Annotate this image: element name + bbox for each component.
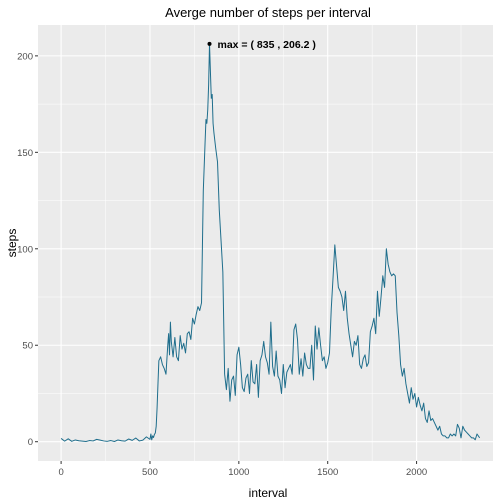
- major-gridlines: [38, 25, 493, 461]
- x-axis: 0 500 1000 1500 2000: [58, 461, 427, 478]
- y-tick-label: 50: [22, 341, 33, 352]
- y-tick-label: 0: [28, 437, 33, 448]
- minor-gridlines: [38, 25, 493, 461]
- max-annotation-label: max = ( 835 , 206.2 ): [218, 39, 316, 51]
- y-axis-label: steps: [5, 229, 19, 258]
- x-tick-label: 2000: [406, 467, 427, 478]
- x-tick-label: 0: [58, 467, 63, 478]
- max-point: [207, 41, 212, 46]
- plot-panel: [38, 25, 493, 461]
- x-axis-label: interval: [249, 486, 288, 500]
- y-tick-label: 200: [17, 51, 33, 62]
- x-tick-label: 1000: [228, 467, 249, 478]
- chart-title: Averge number of steps per interval: [165, 5, 371, 20]
- annotation-layer: max = ( 835 , 206.2 ): [207, 39, 316, 51]
- series-layer: [60, 43, 481, 443]
- y-tick-label: 100: [17, 244, 33, 255]
- series-line: [60, 43, 481, 443]
- x-tick-label: 1500: [317, 467, 338, 478]
- y-axis: 0 50 100 150 200: [17, 51, 38, 448]
- x-tick-label: 500: [142, 467, 158, 478]
- y-tick-label: 150: [17, 148, 33, 159]
